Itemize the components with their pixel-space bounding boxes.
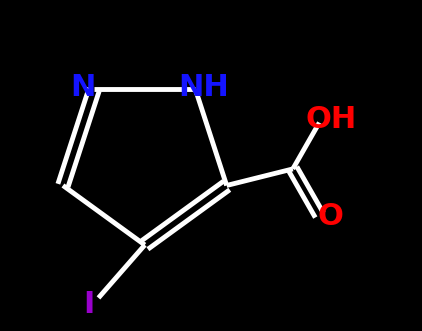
Text: I: I [83,290,94,319]
Text: NH: NH [178,73,229,102]
Text: N: N [70,73,95,102]
Text: OH: OH [305,105,357,134]
Text: O: O [318,203,344,231]
